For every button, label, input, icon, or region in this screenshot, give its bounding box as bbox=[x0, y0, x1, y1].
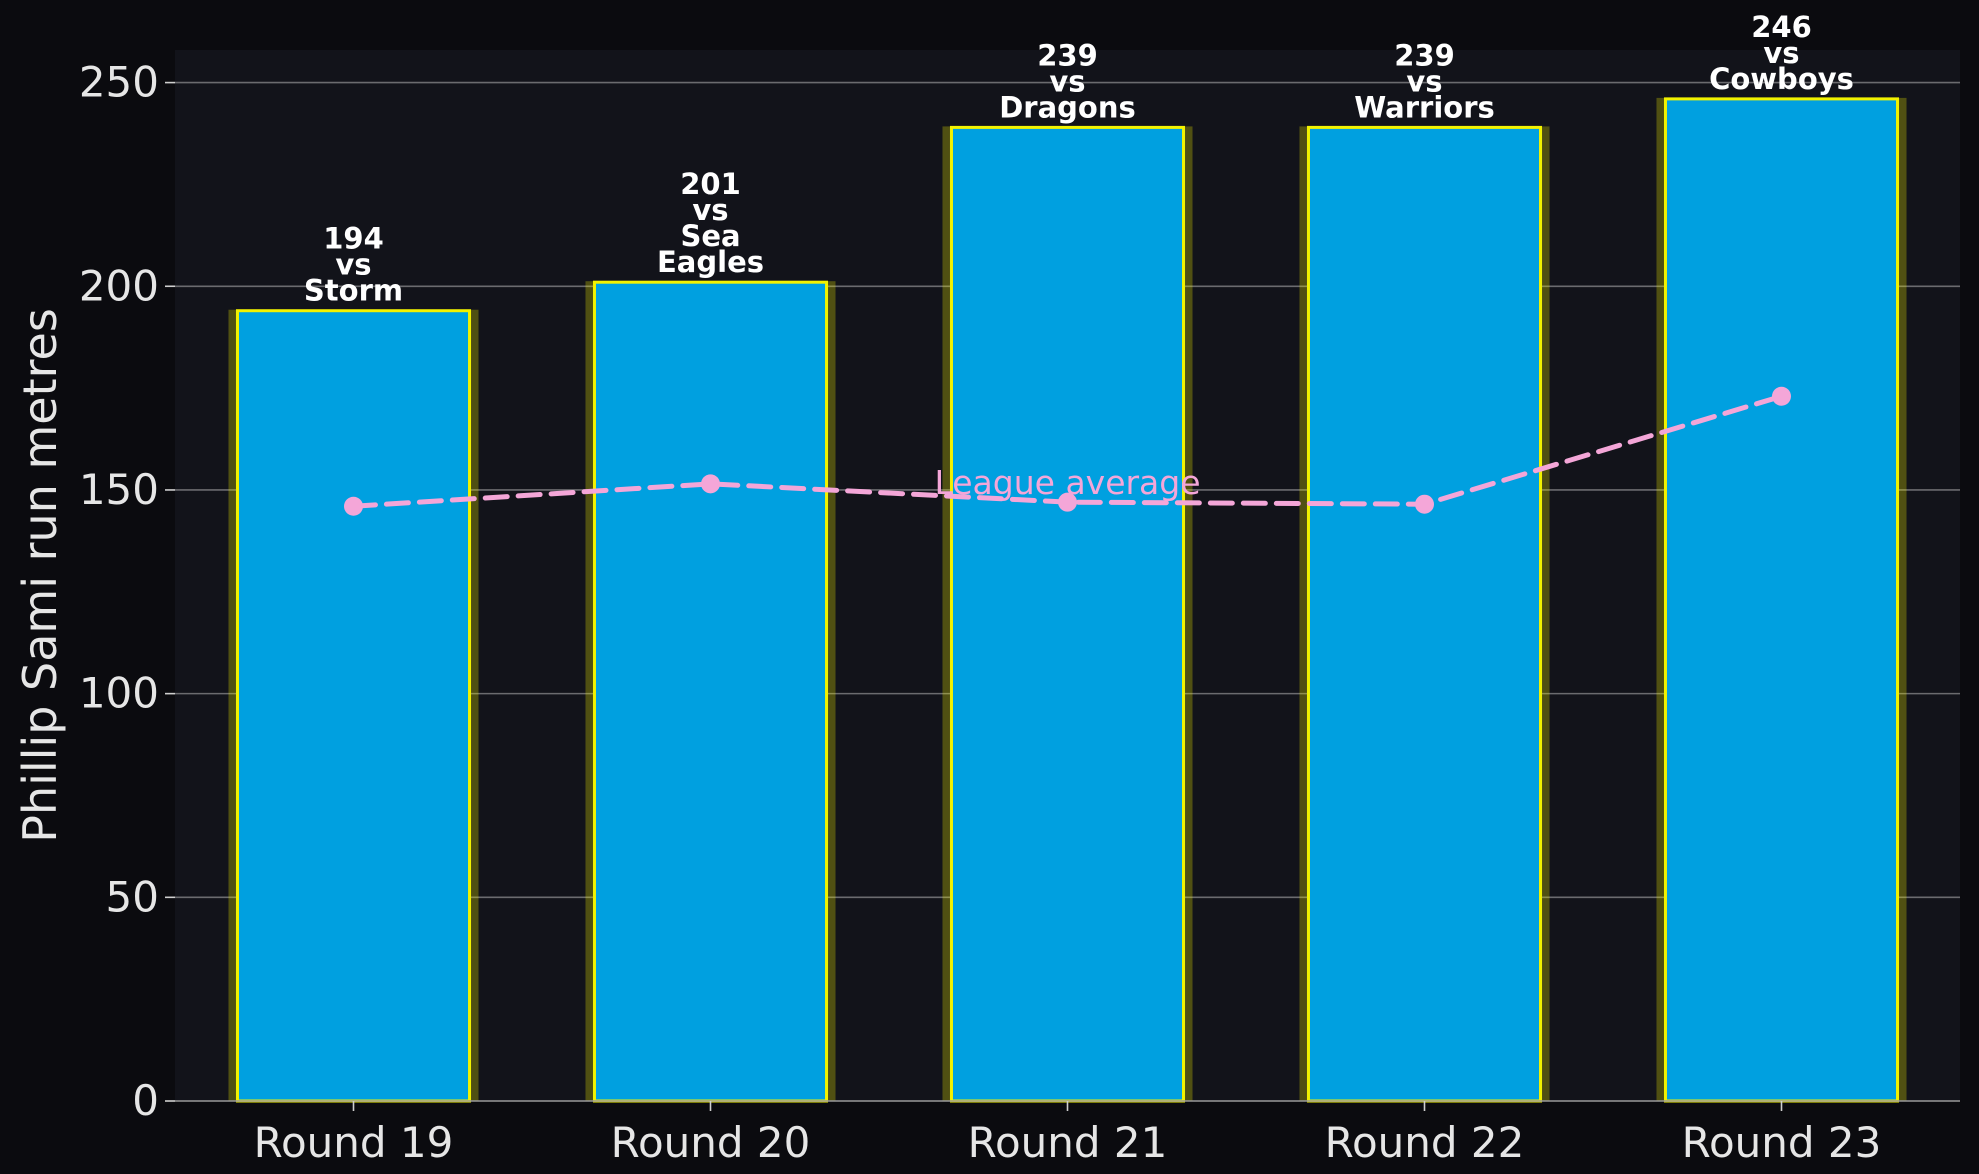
league-average-point-1 bbox=[344, 496, 363, 516]
league-average-line bbox=[344, 386, 1791, 516]
x-tick-label-3: Round 21 bbox=[968, 1118, 1168, 1167]
bars bbox=[228, 97, 1907, 1103]
bar-round-21 bbox=[949, 125, 1186, 1103]
bar-label-1: 194 vs Storm bbox=[304, 222, 403, 308]
y-tick-label-0: 0 bbox=[132, 1076, 159, 1125]
league-average-label: League average bbox=[934, 463, 1200, 502]
x-tick-label-1: Round 19 bbox=[254, 1118, 454, 1167]
bar-label-3: 239 vs Dragons bbox=[999, 38, 1136, 124]
bar-label-2: 201 vs Sea Eagles bbox=[657, 167, 764, 279]
league-average-point-3 bbox=[1058, 492, 1077, 512]
x-tick-label-4: Round 22 bbox=[1325, 1118, 1525, 1167]
y-tick-label-150: 150 bbox=[79, 465, 159, 514]
axes: 0 50 100 150 200 250 Round 19 Round 20 Round 21 R… bbox=[79, 58, 1960, 1167]
bar-round-19 bbox=[235, 309, 472, 1103]
x-tick-label-2: Round 20 bbox=[611, 1118, 811, 1167]
bar-labels: 194 vs Storm 201 vs Sea Eagles 239 vs Dragons 239 v… bbox=[304, 10, 1854, 308]
y-tick-label-100: 100 bbox=[79, 669, 159, 718]
bar-round-20 bbox=[592, 280, 829, 1103]
bar-round-22 bbox=[1306, 125, 1543, 1103]
y-tick-label-250: 250 bbox=[79, 58, 159, 107]
league-average-point-5 bbox=[1772, 386, 1791, 406]
league-average-point-2 bbox=[701, 474, 720, 494]
x-tick-label-5: Round 23 bbox=[1682, 1118, 1882, 1167]
league-average-point-4 bbox=[1415, 494, 1434, 514]
bar-round-23 bbox=[1663, 97, 1900, 1103]
bar-label-5: 246 vs Cowboys bbox=[1709, 10, 1854, 96]
y-tick-label-50: 50 bbox=[106, 872, 159, 921]
y-axis-label: Phillip Sami run metres bbox=[13, 308, 67, 843]
y-tick-label-200: 200 bbox=[79, 261, 159, 310]
bar-label-4: 239 vs Warriors bbox=[1354, 38, 1495, 124]
